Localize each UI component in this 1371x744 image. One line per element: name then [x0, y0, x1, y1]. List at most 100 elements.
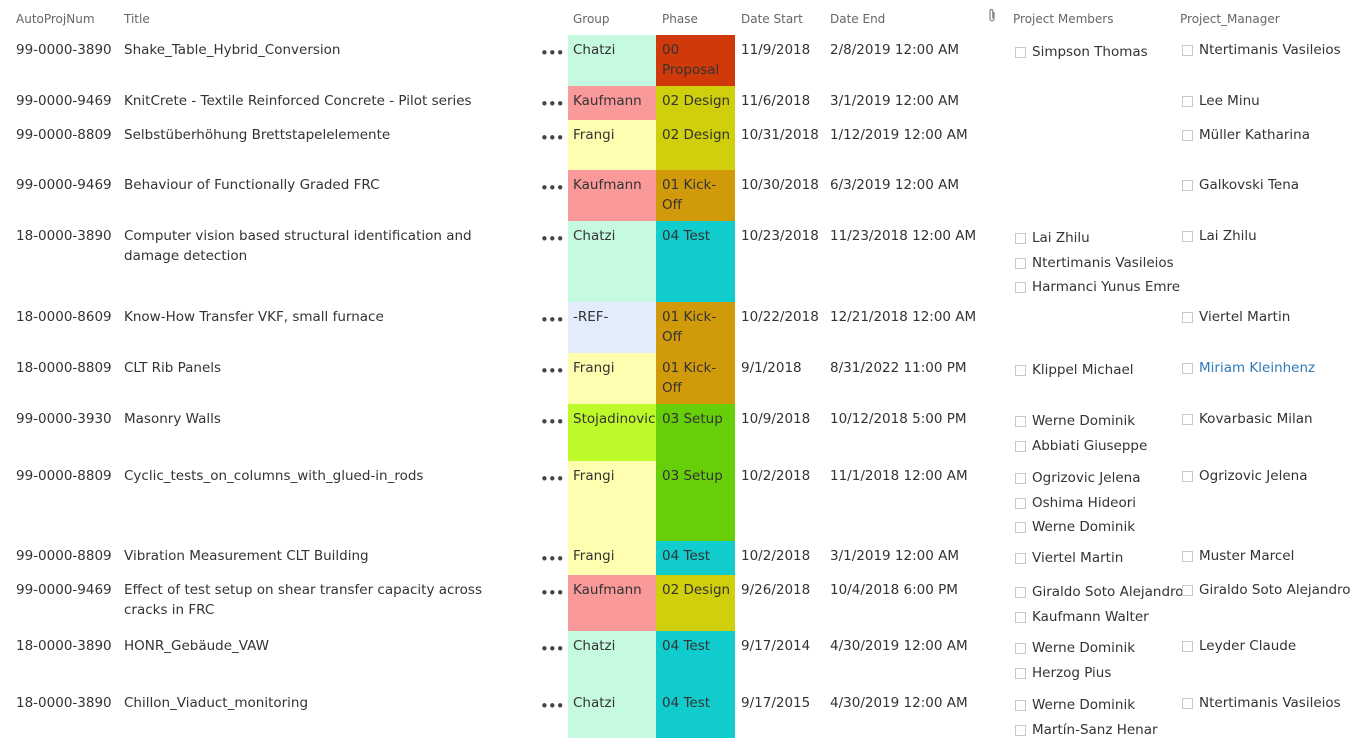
- project-member[interactable]: Abbiati Giuseppe: [1014, 436, 1179, 461]
- project-member[interactable]: Viertel Martin: [1014, 548, 1179, 573]
- person-checkbox-icon: [1182, 641, 1193, 652]
- date-end-cell: 12/21/2018 12:00 AM: [830, 302, 990, 327]
- person-checkbox-icon: [1182, 698, 1193, 709]
- project-member[interactable]: Werne Dominik: [1014, 411, 1179, 436]
- person-checkbox-icon: [1015, 233, 1026, 244]
- person-checkbox-icon: [1015, 522, 1026, 533]
- more-options-icon[interactable]: •••: [540, 544, 560, 569]
- more-options-icon[interactable]: •••: [540, 38, 560, 63]
- group-cell: Stojadinovic: [568, 404, 656, 461]
- title-cell[interactable]: CLT Rib Panels: [124, 353, 516, 378]
- more-options-icon[interactable]: •••: [540, 356, 560, 381]
- person-checkbox-icon: [1182, 551, 1193, 562]
- person-checkbox-icon: [1015, 498, 1026, 509]
- project-manager[interactable]: Ntertimanis Vasileios: [1181, 40, 1371, 65]
- column-header-group[interactable]: Group: [573, 12, 610, 26]
- title-cell[interactable]: Vibration Measurement CLT Building: [124, 541, 516, 566]
- project-member[interactable]: Simpson Thomas: [1014, 42, 1179, 67]
- project-manager[interactable]: Giraldo Soto Alejandro: [1181, 580, 1371, 605]
- phase-cell: 01 Kick-Off: [656, 170, 735, 221]
- person-name: Leyder Claude: [1199, 638, 1296, 654]
- column-header-project-manager[interactable]: Project_Manager: [1180, 12, 1280, 26]
- project-member[interactable]: Ntertimanis Vasileios: [1014, 253, 1179, 278]
- more-options-icon[interactable]: •••: [540, 578, 560, 603]
- more-options-icon[interactable]: •••: [540, 123, 560, 148]
- more-options-icon[interactable]: •••: [540, 634, 560, 659]
- group-cell: Chatzi: [568, 221, 656, 302]
- project-member[interactable]: Werne Dominik: [1014, 638, 1179, 663]
- project-manager[interactable]: Lee Minu: [1181, 91, 1371, 116]
- title-cell[interactable]: Masonry Walls: [124, 404, 516, 429]
- person-checkbox-icon: [1182, 585, 1193, 596]
- person-name: Müller Katharina: [1199, 127, 1310, 143]
- column-header-date-end[interactable]: Date End: [830, 12, 885, 26]
- title-cell[interactable]: KnitCrete - Textile Reinforced Concrete …: [124, 86, 516, 111]
- project-member[interactable]: Herzog Pius: [1014, 663, 1179, 688]
- title-cell[interactable]: HONR_Gebäude_VAW: [124, 631, 516, 656]
- more-options-icon[interactable]: •••: [540, 691, 560, 716]
- project-member[interactable]: Lai Zhilu: [1014, 228, 1179, 253]
- group-cell: Kaufmann: [568, 170, 656, 221]
- autoprojnum-cell: 99-0000-9469: [16, 86, 116, 111]
- title-cell[interactable]: Behaviour of Functionally Graded FRC: [124, 170, 516, 195]
- project-member[interactable]: Oshima Hideori: [1014, 493, 1179, 518]
- more-options-icon[interactable]: •••: [540, 224, 560, 249]
- project-member[interactable]: Ogrizovic Jelena: [1014, 468, 1179, 493]
- project-manager[interactable]: Ntertimanis Vasileios: [1181, 693, 1371, 718]
- person-name: Giraldo Soto Alejandro: [1032, 584, 1184, 600]
- column-header-date-start[interactable]: Date Start: [741, 12, 803, 26]
- more-options-icon[interactable]: •••: [540, 464, 560, 489]
- project-manager[interactable]: Miriam Kleinhenz: [1181, 358, 1371, 383]
- person-name: Lai Zhilu: [1199, 228, 1257, 244]
- project-manager[interactable]: Kovarbasic Milan: [1181, 409, 1371, 434]
- autoprojnum-cell: 18-0000-8609: [16, 302, 116, 327]
- title-cell[interactable]: Cyclic_tests_on_columns_with_glued-in_ro…: [124, 461, 516, 486]
- column-header-autoprojnum[interactable]: AutoProjNum: [16, 12, 95, 26]
- project-member[interactable]: Werne Dominik: [1014, 695, 1179, 720]
- person-name[interactable]: Miriam Kleinhenz: [1199, 360, 1315, 376]
- table-row[interactable]: 18-0000-8609 Know-How Transfer VKF, small…: [0, 302, 1371, 353]
- column-header-title[interactable]: Title: [124, 12, 150, 26]
- project-member[interactable]: Harmanci Yunus Emre: [1014, 277, 1179, 302]
- title-cell[interactable]: Effect of test setup on shear transfer c…: [124, 575, 516, 620]
- project-manager[interactable]: Ogrizovic Jelena: [1181, 466, 1371, 491]
- project-member[interactable]: Martín-Sanz Henar: [1014, 720, 1179, 744]
- column-header-project-members[interactable]: Project Members: [1013, 12, 1113, 26]
- title-cell[interactable]: Chillon_Viaduct_monitoring: [124, 688, 516, 713]
- date-end-cell: 11/23/2018 12:00 AM: [830, 221, 990, 246]
- project-member[interactable]: Klippel Michael: [1014, 360, 1179, 385]
- column-header-phase[interactable]: Phase: [662, 12, 698, 26]
- title-cell[interactable]: Computer vision based structural identif…: [124, 221, 516, 266]
- project-member[interactable]: Werne Dominik: [1014, 517, 1179, 542]
- project-manager[interactable]: Leyder Claude: [1181, 636, 1371, 661]
- project-manager[interactable]: Lai Zhilu: [1181, 226, 1371, 251]
- more-options-icon[interactable]: •••: [540, 407, 560, 432]
- project-manager[interactable]: Müller Katharina: [1181, 125, 1371, 150]
- title-cell[interactable]: Selbstüberhöhung Brettstapelelemente: [124, 120, 516, 145]
- project-member[interactable]: Giraldo Soto Alejandro: [1014, 582, 1179, 607]
- paperclip-icon[interactable]: [986, 8, 998, 24]
- project-member[interactable]: Kaufmann Walter: [1014, 607, 1179, 632]
- project-manager[interactable]: Galkovski Tena: [1181, 175, 1371, 200]
- more-options-icon[interactable]: •••: [540, 305, 560, 330]
- more-options-icon[interactable]: •••: [540, 173, 560, 198]
- date-end-cell: 8/31/2022 11:00 PM: [830, 353, 990, 378]
- title-cell[interactable]: Shake_Table_Hybrid_Conversion: [124, 35, 516, 60]
- title-cell[interactable]: Know-How Transfer VKF, small furnace: [124, 302, 516, 327]
- project-manager[interactable]: Viertel Martin: [1181, 307, 1371, 332]
- more-options-icon[interactable]: •••: [540, 89, 560, 114]
- table-row[interactable]: 99-0000-9469 KnitCrete - Textile Reinforc…: [0, 86, 1371, 120]
- project-manager[interactable]: Muster Marcel: [1181, 546, 1371, 571]
